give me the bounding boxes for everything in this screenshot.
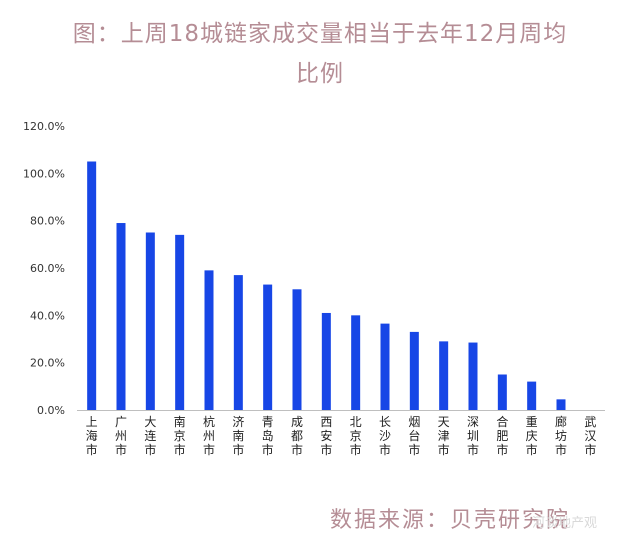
bars xyxy=(87,161,566,410)
bar xyxy=(175,234,185,410)
x-tick-label: 长沙市 xyxy=(379,415,391,457)
y-tick-label: 20.0% xyxy=(30,357,65,370)
x-tick-label: 杭州市 xyxy=(203,414,215,457)
x-tick-label: 西安市 xyxy=(320,415,332,457)
watermark: 河谈地产观 xyxy=(532,516,598,531)
bar xyxy=(145,232,155,410)
bar xyxy=(321,312,331,410)
y-tick-label: 0.0% xyxy=(37,404,65,417)
bar xyxy=(351,315,361,410)
x-tick-label: 上海市 xyxy=(86,415,98,457)
x-tick-label: 重庆市 xyxy=(526,415,538,457)
x-tick-label: 深圳市 xyxy=(467,415,479,457)
bar xyxy=(116,223,126,410)
x-tick-label: 青岛市 xyxy=(262,415,274,457)
chart-title-line-1: 图：上周18城链家成交量相当于去年12月周均 xyxy=(72,21,568,47)
y-tick-label: 120.0% xyxy=(23,120,65,133)
x-tick-label: 合肥市 xyxy=(496,414,508,457)
y-tick-label: 40.0% xyxy=(30,309,65,322)
source-note: 数据来源：贝壳研究院 xyxy=(330,508,571,533)
x-tick-label: 廊坊市 xyxy=(555,414,567,457)
x-tick-label: 武汉市 xyxy=(584,415,596,457)
y-tick-label: 80.0% xyxy=(30,215,65,228)
bar xyxy=(527,381,537,410)
x-tick-label: 济南市 xyxy=(232,414,244,457)
x-tick-label: 南京市 xyxy=(174,414,186,457)
y-tick-label: 100.0% xyxy=(23,167,65,180)
bar xyxy=(556,399,566,410)
bar xyxy=(380,323,390,410)
y-axis-ticks: 0.0% 20.0% 40.0% 60.0% 80.0% 100.0% 120.0% xyxy=(23,120,65,417)
bar xyxy=(292,289,302,410)
x-tick-label: 广州市 xyxy=(115,415,127,457)
bar xyxy=(439,341,449,410)
x-tick-label: 天津市 xyxy=(438,415,450,457)
x-tick-label: 北京市 xyxy=(350,415,362,457)
bar xyxy=(468,342,478,410)
bar xyxy=(497,374,507,410)
bar xyxy=(409,331,419,410)
x-tick-label: 烟台市 xyxy=(408,415,420,457)
bar xyxy=(233,275,243,410)
bar xyxy=(87,161,97,410)
bar xyxy=(263,284,273,410)
bar xyxy=(204,270,214,410)
chart-title-line-2: 比例 xyxy=(296,61,344,87)
x-tick-label: 成都市 xyxy=(291,415,303,457)
x-tick-label: 大连市 xyxy=(144,415,156,457)
y-tick-label: 60.0% xyxy=(30,262,65,275)
x-axis-labels: 上海市 广州市 大连市 南京市 杭州市 济南市 青岛市 成都市 西安市 北京市 长沙市 烟台市 天津市 深… xyxy=(86,414,597,457)
chart-title: 图：上周18城链家成交量相当于去年12月周均 比例 xyxy=(0,14,640,94)
